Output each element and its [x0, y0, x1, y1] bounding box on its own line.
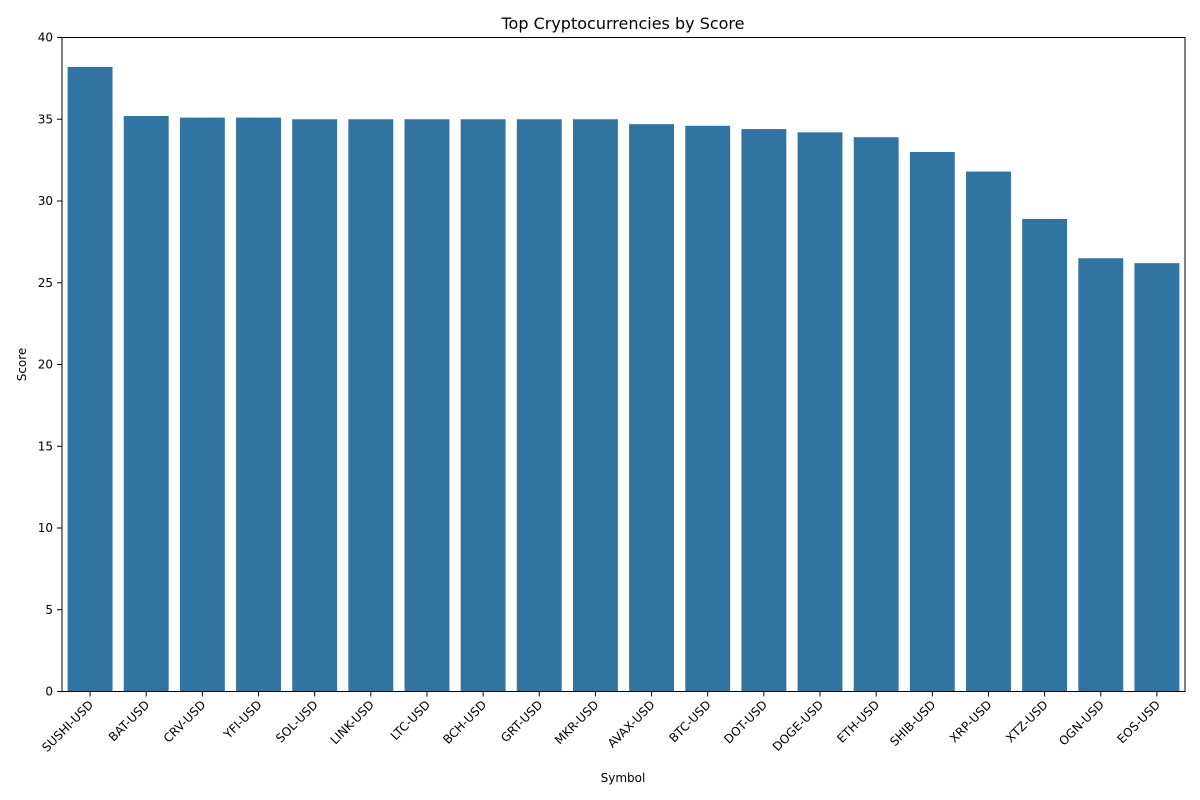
bar-eth-usd [853, 137, 899, 692]
y-tick-label: 40 [38, 31, 53, 45]
bar-ltc-usd [404, 119, 450, 692]
bar-ogn-usd [1078, 258, 1124, 692]
bar-avax-usd [629, 124, 675, 692]
bars-group [67, 66, 1180, 692]
bar-btc-usd [685, 125, 731, 692]
bar-bch-usd [460, 119, 506, 692]
y-tick-label: 25 [38, 276, 53, 290]
x-axis-label: Symbol [601, 771, 646, 785]
bar-sol-usd [292, 119, 338, 692]
bar-xtz-usd [1022, 218, 1068, 692]
bar-xrp-usd [966, 171, 1011, 692]
y-tick-label: 5 [45, 603, 53, 617]
y-tick-label: 15 [38, 439, 53, 453]
bar-grt-usd [516, 119, 562, 692]
y-axis-label: Score [15, 348, 29, 382]
y-tick-label: 10 [38, 521, 53, 535]
bar-yfi-usd [236, 117, 281, 692]
y-tick-label: 30 [38, 194, 53, 208]
plot-frame [61, 37, 1186, 692]
y-tick-label: 35 [38, 112, 53, 126]
bar-mkr-usd [572, 119, 618, 692]
bar-shib-usd [909, 151, 955, 692]
y-axis: 0 5 10 15 20 25 30 35 40 [38, 31, 62, 699]
bar-sushi-usd [67, 66, 113, 692]
bar-bat-usd [123, 115, 169, 692]
bar-link-usd [348, 119, 394, 692]
bar-eos-usd [1134, 263, 1180, 692]
bar-doge-usd [797, 132, 843, 692]
y-tick-label: 0 [45, 685, 53, 699]
chart-title: Top Cryptocurrencies by Score [501, 14, 745, 33]
y-tick-label: 20 [38, 358, 53, 372]
bar-dot-usd [741, 129, 787, 692]
bar-crv-usd [179, 117, 225, 692]
